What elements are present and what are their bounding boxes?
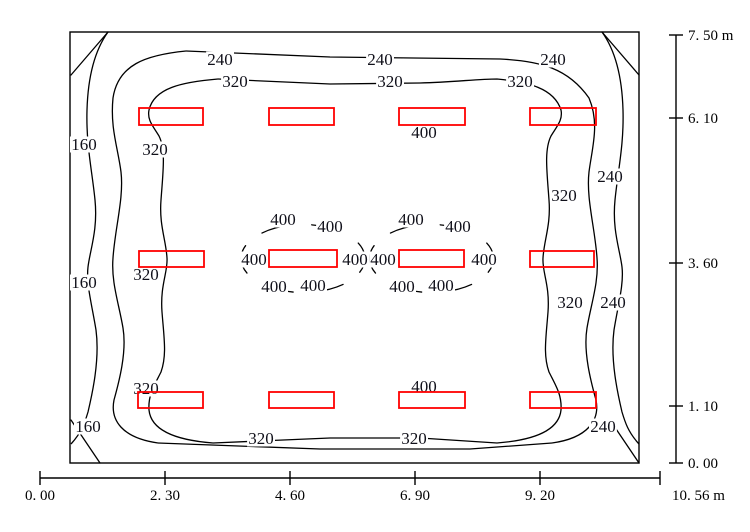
- svg-text:320: 320: [557, 293, 583, 312]
- svg-text:3. 60: 3. 60: [688, 256, 718, 272]
- svg-text:240: 240: [597, 167, 623, 186]
- svg-text:240: 240: [367, 50, 393, 69]
- svg-text:400: 400: [270, 210, 296, 229]
- svg-text:160: 160: [71, 135, 97, 154]
- svg-text:160: 160: [71, 273, 97, 292]
- svg-text:320: 320: [377, 72, 403, 91]
- svg-text:0. 00: 0. 00: [688, 456, 718, 472]
- svg-text:160: 160: [75, 417, 101, 436]
- svg-text:240: 240: [207, 50, 233, 69]
- svg-text:400: 400: [261, 277, 287, 296]
- svg-text:10. 56 m: 10. 56 m: [672, 488, 725, 504]
- svg-text:2. 30: 2. 30: [150, 488, 180, 504]
- svg-text:320: 320: [248, 429, 274, 448]
- svg-text:1. 10: 1. 10: [688, 399, 718, 415]
- svg-text:400: 400: [445, 217, 471, 236]
- svg-text:6. 90: 6. 90: [400, 488, 430, 504]
- svg-text:320: 320: [551, 186, 577, 205]
- svg-text:7. 50 m: 7. 50 m: [688, 28, 734, 44]
- svg-text:320: 320: [222, 72, 248, 91]
- svg-text:0. 00: 0. 00: [25, 488, 55, 504]
- svg-text:400: 400: [370, 250, 396, 269]
- svg-text:400: 400: [471, 250, 497, 269]
- svg-text:320: 320: [142, 140, 168, 159]
- svg-text:400: 400: [398, 210, 424, 229]
- svg-text:240: 240: [540, 50, 566, 69]
- svg-text:4. 60: 4. 60: [275, 488, 305, 504]
- svg-text:240: 240: [590, 417, 616, 436]
- svg-text:9. 20: 9. 20: [525, 488, 555, 504]
- svg-text:6. 10: 6. 10: [688, 111, 718, 127]
- svg-text:400: 400: [317, 217, 343, 236]
- svg-text:320: 320: [401, 429, 427, 448]
- svg-text:400: 400: [300, 276, 326, 295]
- svg-text:320: 320: [507, 72, 533, 91]
- svg-text:400: 400: [428, 276, 454, 295]
- svg-text:320: 320: [133, 379, 159, 398]
- svg-text:240: 240: [600, 293, 626, 312]
- svg-text:400: 400: [241, 250, 267, 269]
- svg-text:400: 400: [389, 277, 415, 296]
- svg-text:400: 400: [411, 377, 437, 396]
- svg-text:400: 400: [342, 250, 368, 269]
